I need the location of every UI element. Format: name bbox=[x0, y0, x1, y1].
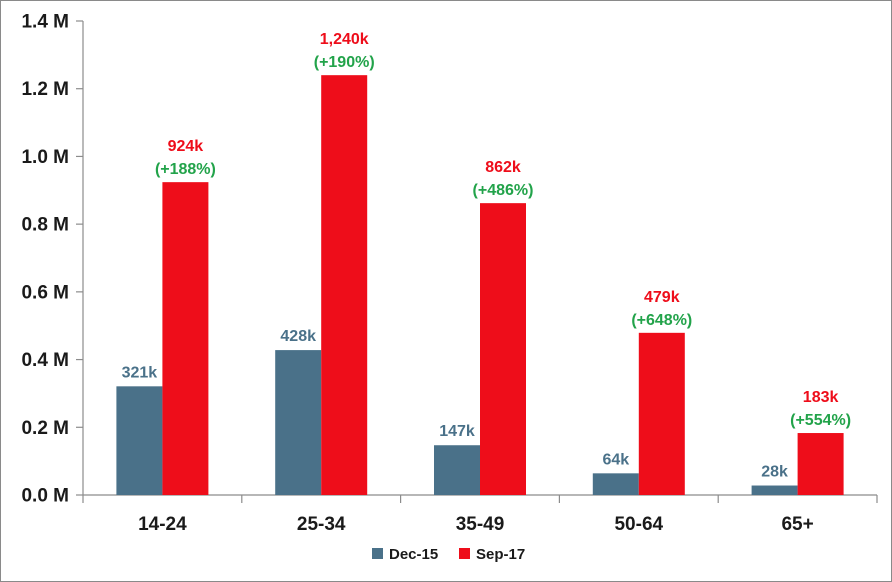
bar-dec-15 bbox=[275, 350, 322, 495]
data-label-dec-15: 321k bbox=[122, 364, 158, 381]
y-tick-label: 0.6 M bbox=[21, 282, 69, 303]
y-tick-label: 0.4 M bbox=[21, 350, 69, 371]
data-label-sep-17: 183k bbox=[803, 389, 839, 406]
data-label-growth: (+486%) bbox=[473, 182, 534, 199]
bar-sep-17 bbox=[480, 203, 526, 495]
y-tick-label: 0.0 M bbox=[21, 486, 69, 507]
y-tick-label: 1.0 M bbox=[21, 147, 69, 168]
data-label-dec-15: 428k bbox=[280, 328, 316, 345]
x-tick-label: 35-49 bbox=[456, 514, 505, 535]
bar-dec-15 bbox=[751, 485, 798, 495]
data-label-growth: (+648%) bbox=[631, 312, 692, 329]
legend-swatch-sep-17 bbox=[459, 548, 470, 559]
legend-swatch-dec-15 bbox=[372, 548, 383, 559]
data-label-dec-15: 64k bbox=[602, 451, 629, 468]
data-label-sep-17: 479k bbox=[644, 289, 680, 306]
data-label-sep-17: 862k bbox=[485, 159, 521, 176]
bar-sep-17 bbox=[797, 433, 844, 495]
data-label-dec-15: 147k bbox=[439, 423, 475, 440]
legend-label-dec-15: Dec-15 bbox=[389, 546, 438, 563]
data-label-dec-15: 28k bbox=[761, 464, 788, 481]
bar-sep-17 bbox=[162, 182, 209, 495]
data-label-growth: (+188%) bbox=[155, 161, 216, 178]
data-label-sep-17: 1,240k bbox=[320, 31, 369, 48]
x-tick-label: 14-24 bbox=[138, 514, 187, 535]
y-tick-label: 0.8 M bbox=[21, 215, 69, 236]
data-label-sep-17: 924k bbox=[168, 138, 204, 155]
legend-label-sep-17: Sep-17 bbox=[476, 546, 525, 563]
bar-sep-17 bbox=[638, 332, 685, 495]
y-tick-label: 1.4 M bbox=[21, 12, 69, 33]
bar-dec-15 bbox=[116, 386, 163, 495]
data-label-growth: (+190%) bbox=[314, 54, 375, 71]
data-label-growth: (+554%) bbox=[790, 412, 851, 429]
x-tick-label: 25-34 bbox=[297, 514, 346, 535]
x-tick-label: 50-64 bbox=[614, 514, 663, 535]
bar-sep-17 bbox=[321, 75, 368, 496]
bar-dec-15 bbox=[592, 473, 639, 495]
y-tick-label: 1.2 M bbox=[21, 79, 69, 100]
x-tick-label: 65+ bbox=[781, 514, 813, 535]
y-tick-label: 0.2 M bbox=[21, 418, 69, 439]
bar-dec-15 bbox=[434, 445, 480, 495]
